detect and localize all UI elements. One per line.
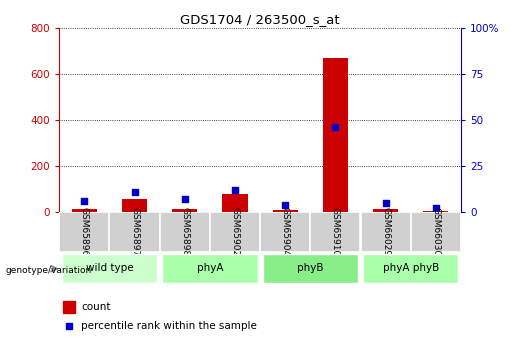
Bar — [323, 58, 348, 212]
Point — [331, 125, 339, 130]
Bar — [59, 212, 109, 252]
Text: GSM66029: GSM66029 — [381, 207, 390, 257]
Point — [281, 202, 289, 208]
Bar — [310, 212, 360, 252]
Bar — [172, 209, 197, 212]
Point — [231, 187, 239, 193]
Bar — [210, 212, 260, 252]
Bar — [72, 209, 97, 212]
Bar — [63, 301, 75, 313]
Text: percentile rank within the sample: percentile rank within the sample — [81, 322, 257, 332]
Bar — [62, 254, 157, 283]
Text: GSM65910: GSM65910 — [331, 207, 340, 257]
Text: count: count — [81, 302, 111, 312]
Bar — [263, 254, 358, 283]
Point — [382, 200, 390, 206]
Point — [432, 206, 440, 211]
Point — [181, 197, 189, 202]
Text: GSM65904: GSM65904 — [281, 207, 289, 257]
Title: GDS1704 / 263500_s_at: GDS1704 / 263500_s_at — [180, 13, 340, 27]
Text: GSM65897: GSM65897 — [130, 207, 139, 257]
Text: wild type: wild type — [85, 263, 133, 273]
Bar — [160, 212, 210, 252]
Text: genotype/variation: genotype/variation — [5, 266, 91, 275]
Bar — [260, 212, 310, 252]
Text: GSM65896: GSM65896 — [80, 207, 89, 257]
Bar — [360, 212, 410, 252]
Point — [80, 198, 89, 204]
Bar — [162, 254, 258, 283]
Text: phyB: phyB — [297, 263, 323, 273]
Point — [65, 324, 73, 329]
Bar — [222, 194, 248, 212]
Point — [130, 189, 139, 195]
Text: phyA: phyA — [197, 263, 223, 273]
Text: phyA phyB: phyA phyB — [383, 263, 439, 273]
Bar — [423, 211, 449, 212]
Text: GSM65902: GSM65902 — [231, 207, 239, 257]
Bar — [363, 254, 458, 283]
Bar — [109, 212, 160, 252]
Bar — [272, 210, 298, 212]
Bar — [373, 209, 398, 212]
Bar — [122, 199, 147, 212]
Text: GSM66030: GSM66030 — [432, 207, 440, 257]
Text: GSM65898: GSM65898 — [180, 207, 189, 257]
Bar — [410, 212, 461, 252]
